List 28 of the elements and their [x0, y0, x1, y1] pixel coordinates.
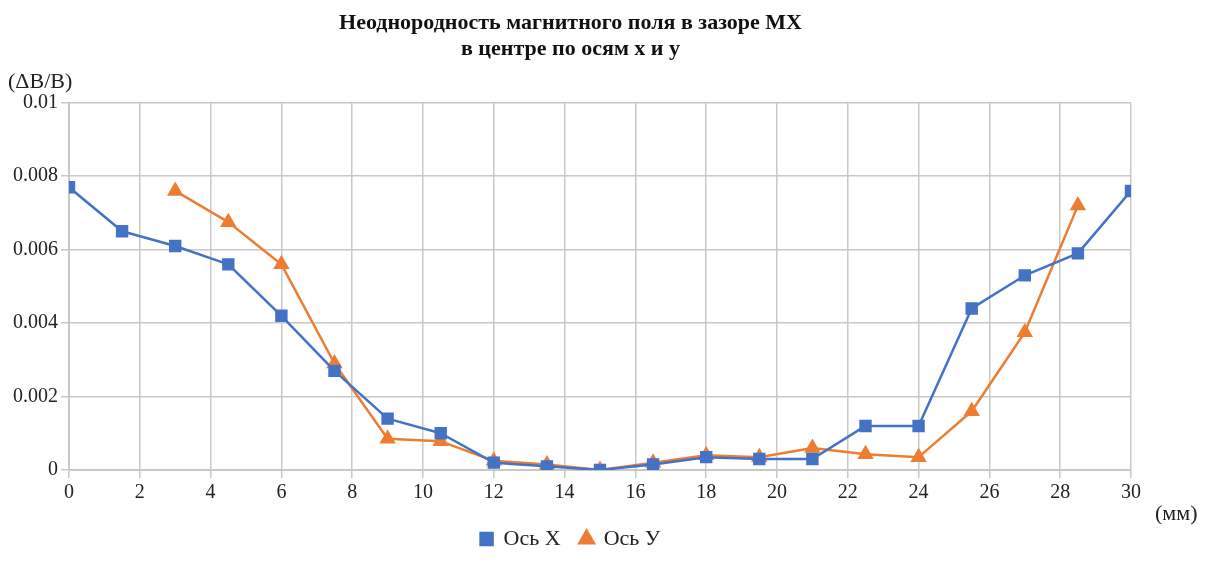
x-tick-label: 22 [837, 480, 858, 503]
y-tick-label: 0.006 [13, 236, 58, 259]
y-tick-label: 0.002 [13, 383, 58, 406]
x-tick-label: 16 [625, 480, 646, 503]
x-tick-label: 2 [134, 480, 145, 503]
x-tick-label: 8 [347, 480, 358, 503]
y-tick-label: 0.008 [13, 163, 58, 186]
x-tick-label: 14 [554, 480, 575, 503]
x-tick-label: 0 [64, 480, 74, 503]
x-tick-label: 28 [1050, 480, 1071, 503]
x-tick-label: 26 [979, 480, 1000, 503]
y-tick-label: 0.01 [23, 90, 58, 113]
y-tick-label: 0.004 [13, 310, 58, 333]
x-tick-label: 4 [205, 480, 216, 503]
text: в центре по осям x и y [460, 35, 681, 61]
legend-label: Ось У [603, 524, 661, 550]
x-axis-title: (мм) [1155, 499, 1198, 525]
x-tick-label: 20 [767, 480, 787, 503]
x-tick-label: 18 [696, 480, 717, 503]
x-tick-label: 24 [908, 480, 929, 503]
y-tick-label: 0 [48, 457, 58, 480]
y-axis-title: (ΔB/B) [8, 67, 73, 93]
x-tick-label: 30 [1121, 480, 1141, 503]
x-tick-label: 6 [276, 480, 287, 503]
text: Неоднородность магнитного поля в зазоре МХ [339, 8, 802, 34]
x-tick-label: 10 [413, 480, 433, 503]
legend-label: Ось X [503, 524, 561, 550]
x-tick-label: 12 [483, 480, 504, 503]
